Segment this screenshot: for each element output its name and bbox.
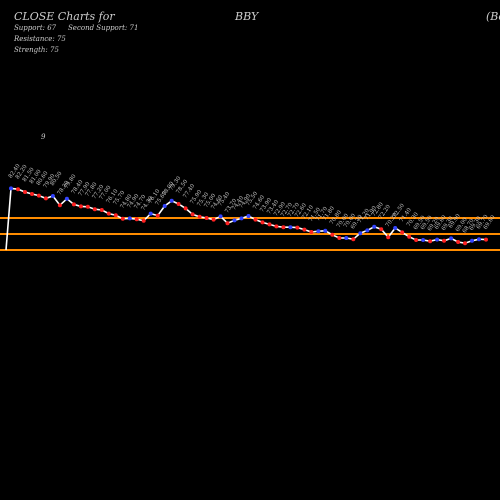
price-point xyxy=(330,232,335,237)
price-point xyxy=(16,187,20,192)
price-point xyxy=(442,238,447,243)
price-point xyxy=(9,186,13,191)
price-point xyxy=(43,196,48,201)
price-point xyxy=(344,236,349,240)
price-point xyxy=(50,194,55,198)
level-lines xyxy=(0,217,500,251)
company-name-fragment: (Be xyxy=(486,10,500,23)
price-point xyxy=(211,217,216,222)
price-point xyxy=(155,213,160,218)
price-point xyxy=(484,237,488,242)
price-point xyxy=(57,203,62,208)
symbol-label: BBY xyxy=(235,10,259,23)
price-point xyxy=(400,230,405,235)
price-point xyxy=(176,202,181,206)
price-point xyxy=(169,198,174,203)
price-point xyxy=(85,204,90,209)
price-point xyxy=(64,196,69,201)
price-point xyxy=(71,202,76,207)
price-point xyxy=(162,204,167,208)
resistance-label: Resistance: 75 xyxy=(14,35,66,43)
price-point xyxy=(197,214,202,219)
price-point xyxy=(253,217,258,222)
price-point xyxy=(148,211,153,216)
price-point xyxy=(295,225,300,230)
price-point xyxy=(281,225,286,230)
price-point xyxy=(316,229,321,234)
price-point xyxy=(267,222,272,227)
price-point xyxy=(407,234,412,239)
price-point xyxy=(421,238,426,242)
strength-label: Strength: 75 xyxy=(14,46,59,54)
price-point xyxy=(204,216,209,220)
price-point xyxy=(463,241,467,246)
price-point xyxy=(190,212,195,217)
value-labels: 82.4082.2081.5081.0080.6079.9080.5078.20… xyxy=(8,163,497,235)
price-point xyxy=(470,238,474,243)
price-point xyxy=(260,220,265,225)
peak-annotation: 9 xyxy=(41,133,46,141)
price-point xyxy=(379,227,384,232)
price-point xyxy=(393,226,398,230)
price-point xyxy=(30,192,34,196)
price-point xyxy=(113,213,118,218)
price-point xyxy=(372,224,377,229)
price-point xyxy=(127,216,132,221)
price-point xyxy=(232,218,237,223)
price-point xyxy=(309,230,314,234)
price-point xyxy=(106,211,111,216)
price-point xyxy=(435,237,440,242)
price-point xyxy=(141,218,146,223)
chart-title: CLOSE Charts for xyxy=(14,10,115,23)
price-series xyxy=(5,187,487,251)
price-point xyxy=(337,236,342,240)
price-point xyxy=(456,240,461,244)
price-point xyxy=(78,204,83,209)
price-point xyxy=(302,227,307,232)
support-label: Support: 67 xyxy=(14,24,57,32)
price-point xyxy=(274,224,279,229)
price-point xyxy=(225,221,230,226)
price-point xyxy=(36,193,41,198)
price-point xyxy=(239,216,244,221)
second-support-label: Second Support: 71 xyxy=(68,24,139,32)
price-markers xyxy=(9,186,488,246)
price-point xyxy=(428,239,433,244)
price-point xyxy=(365,228,370,233)
price-point xyxy=(92,207,97,212)
price-point xyxy=(99,208,104,212)
price-point xyxy=(218,214,223,219)
price-point xyxy=(414,238,419,242)
price-point xyxy=(323,228,328,233)
price-point xyxy=(120,216,125,221)
price-point xyxy=(351,237,356,242)
price-point xyxy=(288,225,293,230)
price-point xyxy=(449,236,454,241)
price-point xyxy=(246,214,251,218)
price-point xyxy=(477,237,481,242)
price-point xyxy=(386,235,391,240)
price-line xyxy=(5,187,487,251)
price-point xyxy=(134,217,139,222)
price-point xyxy=(358,231,363,236)
price-point xyxy=(23,190,27,194)
price-point xyxy=(183,206,188,211)
